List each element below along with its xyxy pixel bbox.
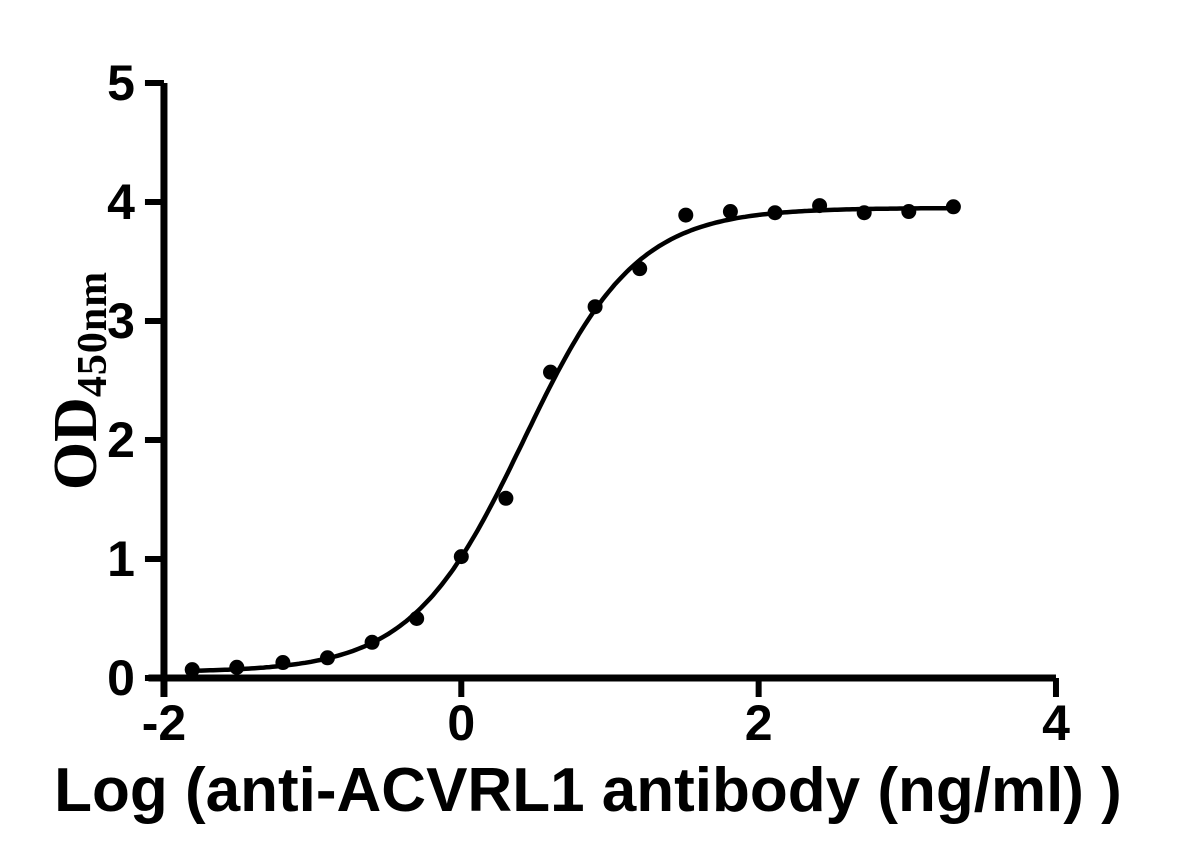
data-point	[812, 198, 828, 214]
data-point	[319, 650, 335, 666]
y-tick-label: 3	[107, 293, 135, 349]
y-tick-label: 2	[107, 412, 135, 468]
x-tick-label: -2	[142, 695, 186, 751]
data-point	[945, 199, 961, 215]
data-point	[498, 490, 514, 506]
y-tick-label: 4	[107, 174, 135, 230]
y-axis-title: OD450nm	[42, 270, 117, 490]
y-axis-title-subscript: 450nm	[70, 270, 117, 397]
data-point	[678, 207, 694, 223]
data-point	[722, 204, 738, 220]
data-point	[543, 364, 559, 380]
y-tick-label: 0	[107, 650, 135, 706]
x-tick-label: 4	[1042, 695, 1070, 751]
data-point	[229, 659, 245, 675]
y-tick-label: 1	[107, 531, 135, 587]
data-point	[587, 299, 603, 315]
data-point	[856, 205, 872, 221]
x-axis-title: Log (anti-ACVRL1 antibody (ng/ml) )	[54, 756, 1122, 825]
data-point	[364, 634, 380, 650]
data-point	[901, 204, 917, 220]
data-point	[767, 205, 783, 221]
data-point	[409, 611, 425, 626]
data-point	[453, 549, 469, 565]
x-tick-label: 2	[745, 695, 773, 751]
x-tick-label: 0	[447, 695, 475, 751]
data-point	[632, 261, 648, 277]
y-tick-label: 5	[107, 55, 135, 111]
fit-curve	[189, 205, 956, 674]
data-point	[184, 662, 200, 678]
data-point	[275, 655, 291, 671]
y-axis-title-main: OD	[42, 396, 111, 490]
